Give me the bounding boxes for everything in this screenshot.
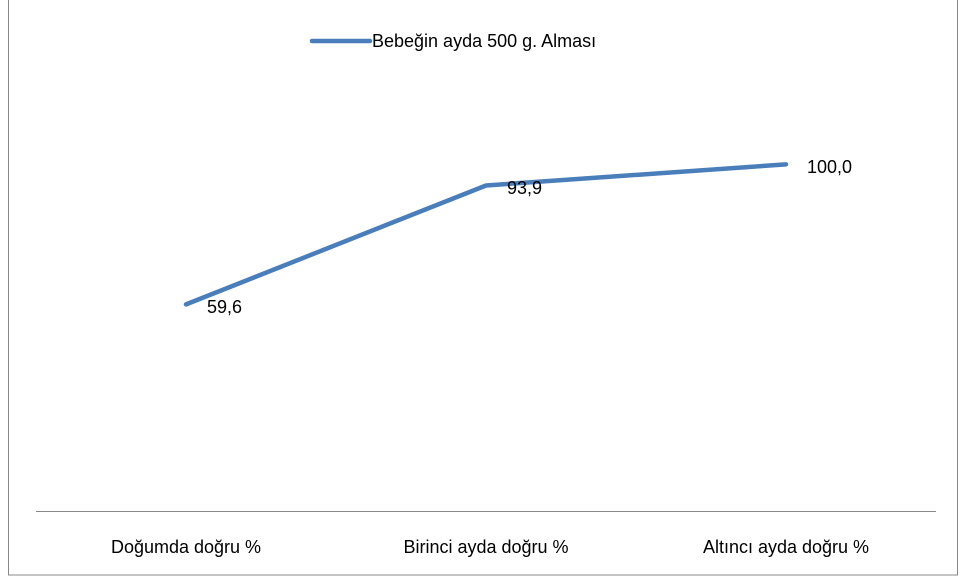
- x-tick-label: Altıncı ayda doğru %: [703, 537, 869, 557]
- legend-label: Bebeğin ayda 500 g. Alması: [372, 31, 596, 51]
- data-label: 93,9: [507, 178, 542, 198]
- series-line: [183, 162, 789, 307]
- x-tick-label: Doğumda doğru %: [111, 537, 261, 557]
- chart-frame: [8, 0, 958, 576]
- data-label: 59,6: [207, 297, 242, 317]
- data-label: 100,0: [807, 157, 852, 177]
- x-tick-label: Birinci ayda doğru %: [403, 537, 568, 557]
